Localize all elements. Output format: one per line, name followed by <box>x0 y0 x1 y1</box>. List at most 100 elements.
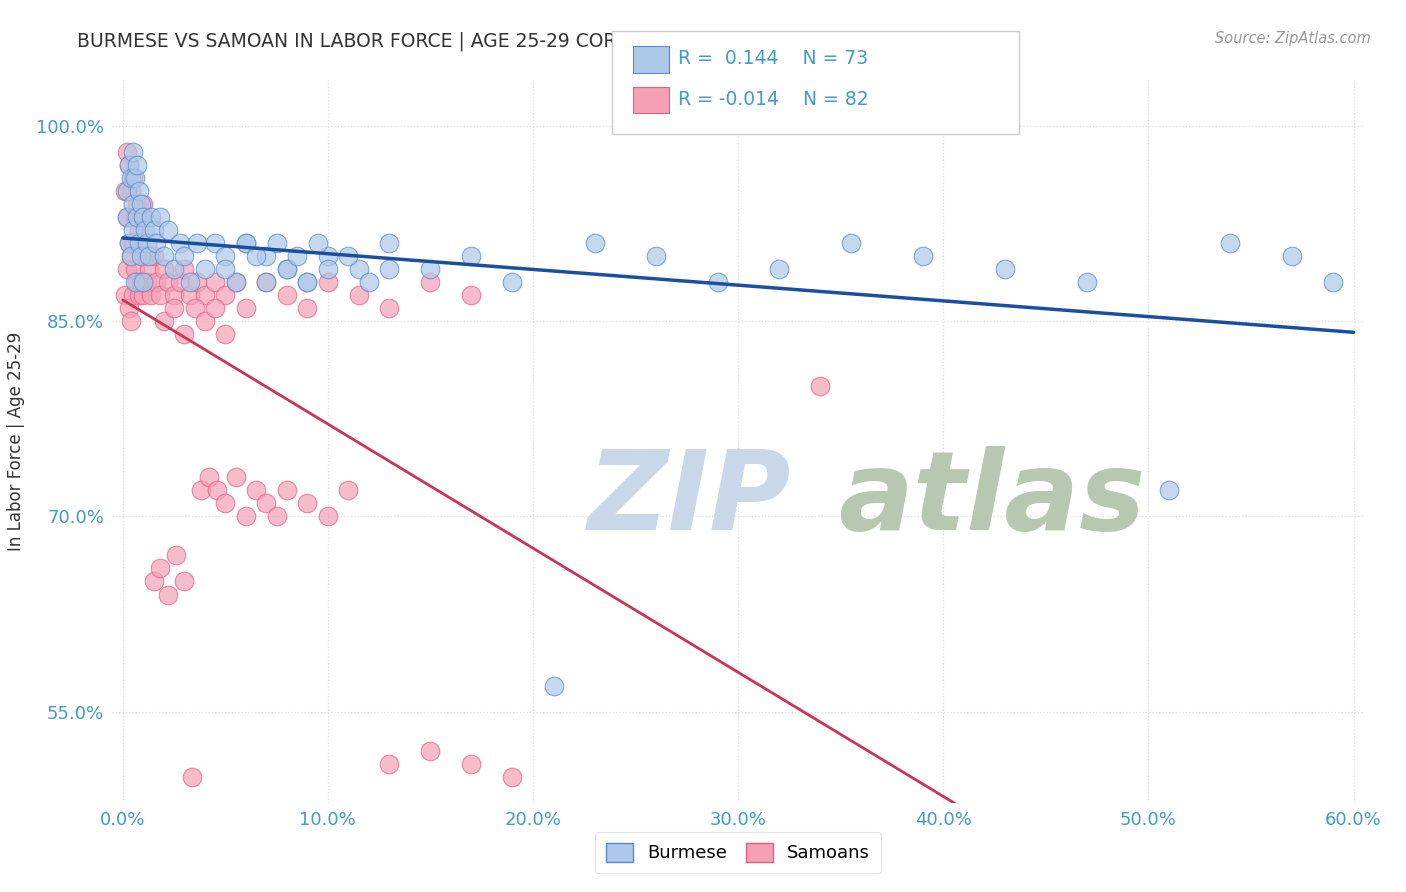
Point <box>115 184 138 198</box>
Point <box>266 235 288 250</box>
Point <box>706 275 728 289</box>
Point <box>152 262 174 277</box>
Point <box>124 275 146 289</box>
Point <box>276 262 298 277</box>
Point <box>378 235 401 250</box>
Point <box>128 223 150 237</box>
Point <box>204 275 226 289</box>
Point <box>839 235 862 250</box>
Text: atlas: atlas <box>838 446 1146 553</box>
Point <box>214 327 236 342</box>
Point <box>204 235 226 250</box>
Point <box>129 249 152 263</box>
Point <box>122 197 145 211</box>
Point <box>127 275 149 289</box>
Point <box>183 301 205 315</box>
Point <box>214 496 236 510</box>
Point <box>378 262 401 277</box>
Point <box>156 223 179 237</box>
Point <box>307 235 329 250</box>
Point <box>297 275 319 289</box>
Point <box>136 275 159 289</box>
Point <box>149 288 172 302</box>
Point <box>502 770 524 784</box>
Point <box>122 145 145 159</box>
Point <box>169 235 191 250</box>
Point <box>129 210 152 224</box>
Point <box>152 314 174 328</box>
Text: R =  0.144    N = 73: R = 0.144 N = 73 <box>678 49 868 69</box>
Point <box>141 210 163 224</box>
Point <box>1157 483 1180 498</box>
Point <box>194 314 217 328</box>
Point <box>225 470 247 484</box>
Text: R = -0.014    N = 82: R = -0.014 N = 82 <box>678 89 869 109</box>
Point <box>214 249 236 263</box>
Point <box>181 770 204 784</box>
Point <box>149 561 172 575</box>
Point <box>583 235 606 250</box>
Point <box>132 275 155 289</box>
Point <box>173 249 195 263</box>
Point <box>194 262 217 277</box>
Point <box>1076 275 1098 289</box>
Point <box>204 301 226 315</box>
Point <box>378 756 401 771</box>
Point <box>276 288 298 302</box>
Point <box>419 275 441 289</box>
Point <box>120 184 142 198</box>
Point <box>316 509 339 524</box>
Point <box>132 197 155 211</box>
Point <box>118 158 141 172</box>
Point <box>645 249 668 263</box>
Point <box>276 262 298 277</box>
Point <box>134 249 156 263</box>
Point <box>186 275 208 289</box>
Point <box>124 262 146 277</box>
Point <box>129 275 152 289</box>
Point <box>337 249 360 263</box>
Point <box>127 197 149 211</box>
Point <box>122 235 145 250</box>
Point <box>419 262 441 277</box>
Point <box>347 262 370 277</box>
Point <box>186 235 208 250</box>
Point <box>316 262 339 277</box>
Point <box>114 288 136 302</box>
Point <box>1322 275 1344 289</box>
Text: Source: ZipAtlas.com: Source: ZipAtlas.com <box>1215 31 1371 46</box>
Point <box>911 249 934 263</box>
Point <box>994 262 1017 277</box>
Point <box>245 249 267 263</box>
Point <box>235 301 257 315</box>
Point <box>347 288 370 302</box>
Point <box>163 301 186 315</box>
Point <box>173 327 195 342</box>
Point <box>141 288 163 302</box>
Point <box>543 679 565 693</box>
Point <box>132 210 155 224</box>
Point <box>460 249 482 263</box>
Point <box>138 249 160 263</box>
Point <box>254 249 277 263</box>
Point <box>115 145 138 159</box>
Point <box>118 158 141 172</box>
Point <box>124 210 146 224</box>
Point <box>120 249 142 263</box>
Point <box>225 275 247 289</box>
Point <box>1219 235 1241 250</box>
Point <box>460 288 482 302</box>
Point <box>128 184 150 198</box>
Point <box>173 262 195 277</box>
Point <box>156 587 179 601</box>
Point <box>808 379 831 393</box>
Point <box>163 288 186 302</box>
Text: ZIP: ZIP <box>588 446 792 553</box>
Point <box>156 275 179 289</box>
Point <box>124 170 146 185</box>
Point <box>297 496 319 510</box>
Point <box>357 275 380 289</box>
Point <box>254 275 277 289</box>
Point <box>120 249 142 263</box>
Point <box>378 301 401 315</box>
